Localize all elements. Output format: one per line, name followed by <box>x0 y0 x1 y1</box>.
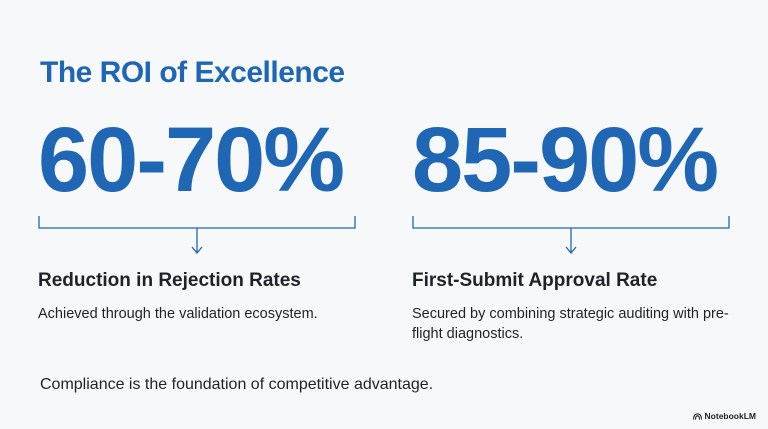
bracket-arrow-icon <box>38 216 368 256</box>
bracket-arrow-icon <box>412 216 742 256</box>
stat-description: Secured by combining strategic auditing … <box>412 306 729 342</box>
stat-value: 60-70% <box>38 109 345 211</box>
stat-block-rejection: 60-70% Reduction in Rejection Rates Achi… <box>38 112 368 324</box>
footer-tagline: Compliance is the foundation of competit… <box>40 376 434 393</box>
slide-title: The ROI of Excellence <box>40 56 345 89</box>
stat-description: Achieved through the validation ecosyste… <box>38 306 318 322</box>
stat-label: Reduction in Rejection Rates <box>38 270 301 291</box>
notebooklm-logo-icon <box>692 412 702 420</box>
brand-watermark: NotebookLM <box>692 411 756 421</box>
stat-block-approval: 85-90% First-Submit Approval Rate Secure… <box>412 112 742 344</box>
stat-label: First-Submit Approval Rate <box>412 270 658 291</box>
stat-value: 85-90% <box>412 109 719 211</box>
brand-name: NotebookLM <box>704 411 756 421</box>
